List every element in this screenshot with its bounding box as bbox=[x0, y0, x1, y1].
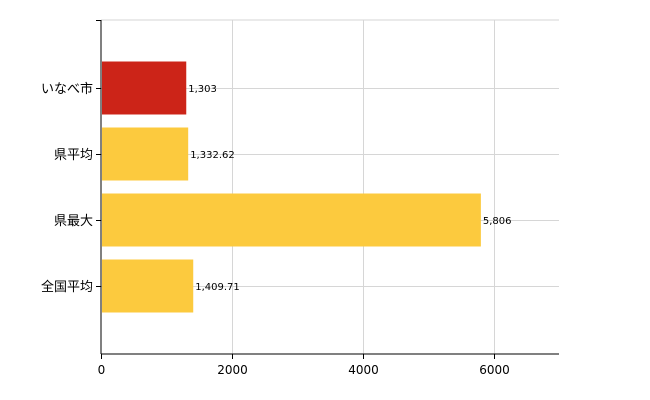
data-label: 1,303 bbox=[188, 84, 217, 95]
category-label: 県平均 bbox=[54, 148, 93, 163]
x-tick-label: 4000 bbox=[348, 363, 379, 377]
category-label: 県最大 bbox=[54, 214, 93, 229]
bars bbox=[102, 61, 481, 313]
bar bbox=[102, 193, 481, 247]
data-label: 5,806 bbox=[483, 216, 512, 227]
ticks: 0 2000 4000 6000 bbox=[96, 20, 510, 377]
bar bbox=[102, 61, 187, 115]
bar bbox=[102, 127, 189, 181]
x-tick-label: 0 bbox=[98, 363, 106, 377]
data-label: 1,409.71 bbox=[195, 282, 240, 293]
axes bbox=[100, 20, 559, 355]
x-tick-label: 2000 bbox=[217, 363, 248, 377]
category-label: いなべ市 bbox=[41, 81, 93, 97]
bar bbox=[102, 259, 194, 313]
data-label: 1,332.62 bbox=[190, 150, 235, 161]
x-tick-label: 6000 bbox=[479, 363, 510, 377]
category-label: 全国平均 bbox=[41, 279, 93, 295]
